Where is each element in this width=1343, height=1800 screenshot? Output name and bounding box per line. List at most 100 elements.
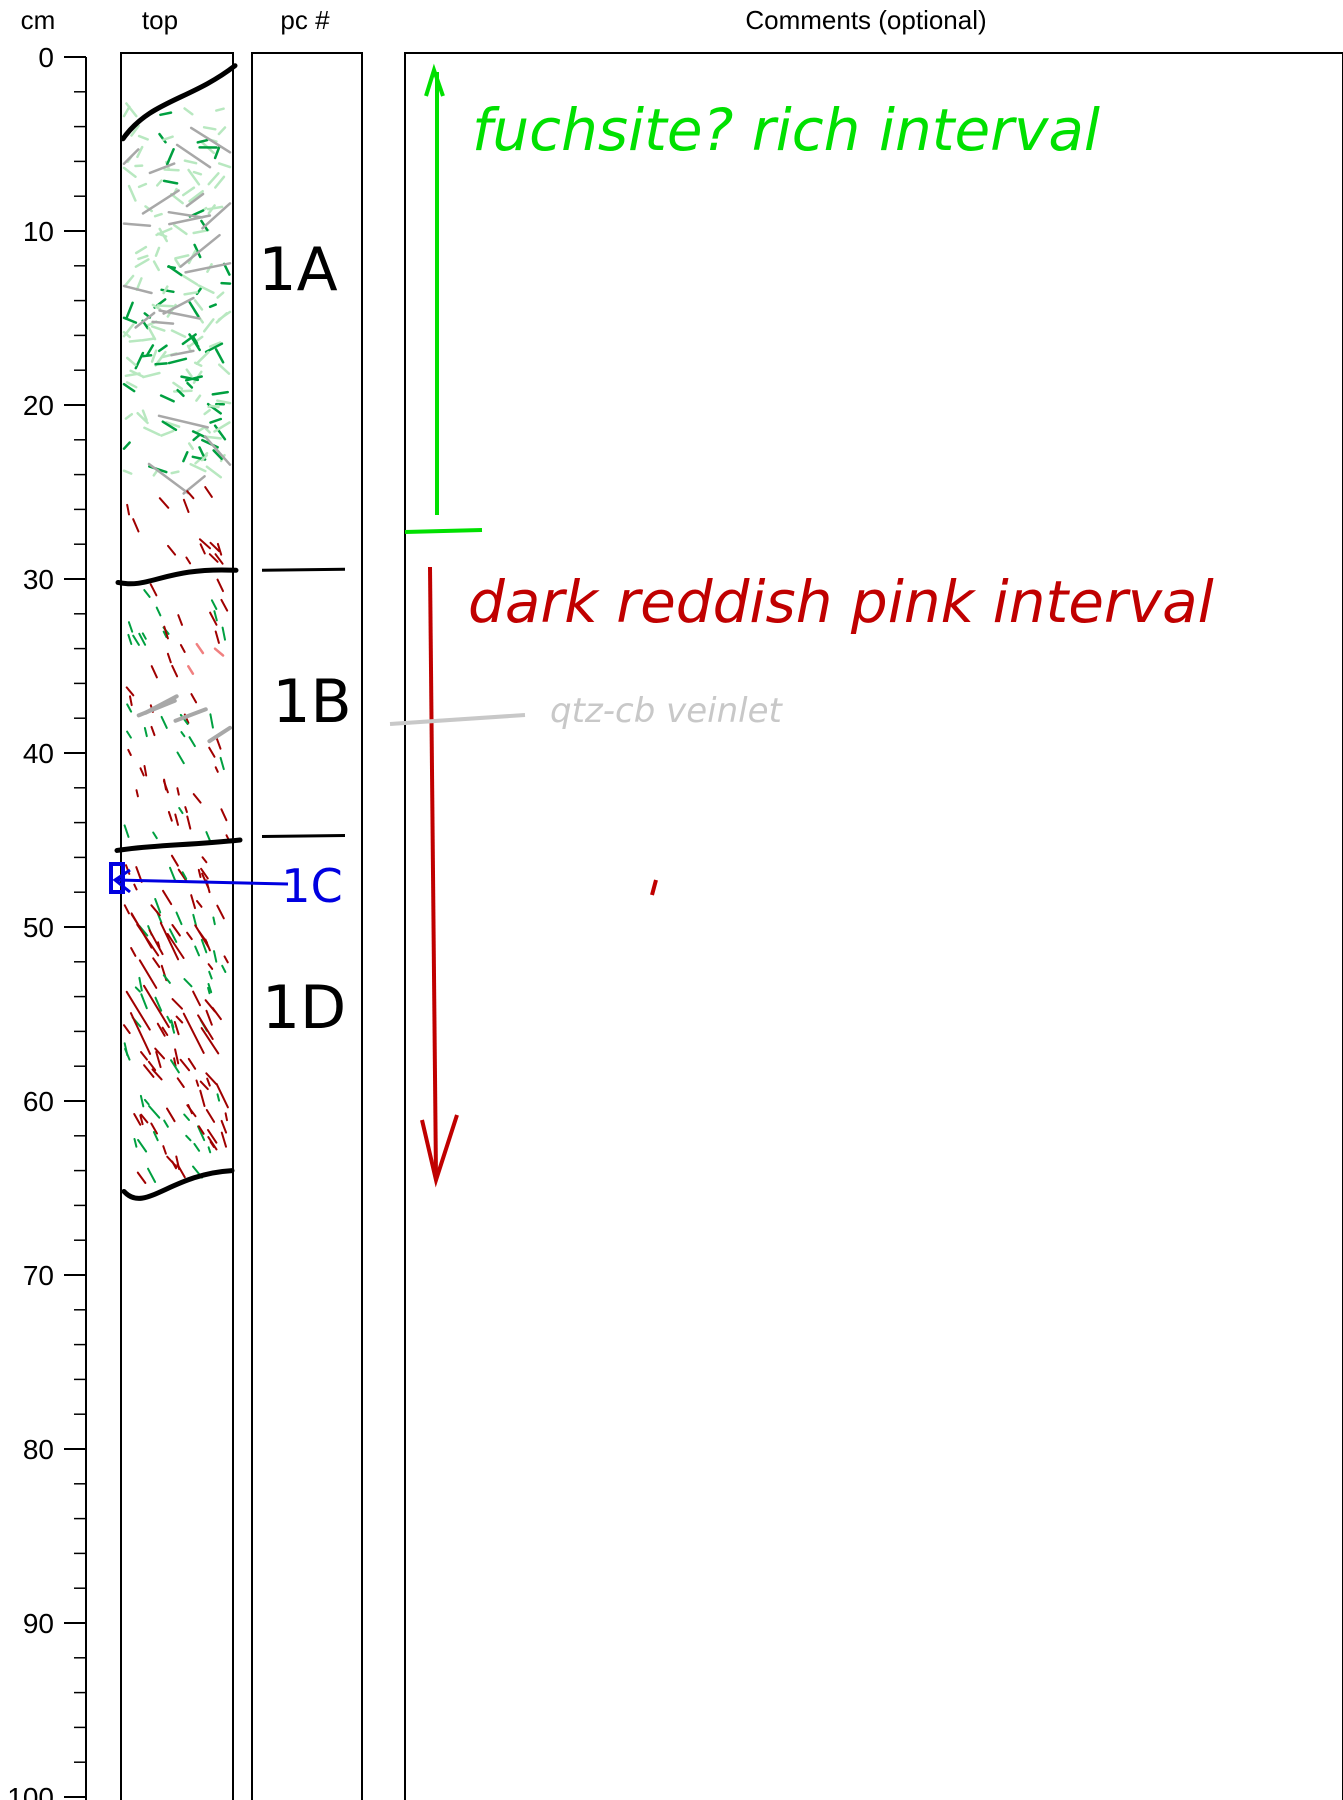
reddish-interval-label: dark reddish pink interval — [468, 568, 1214, 636]
core-texture-stroke — [122, 441, 131, 450]
core-texture-stroke — [215, 737, 222, 750]
core-texture-stroke — [167, 544, 177, 556]
core-texture-stroke — [153, 212, 163, 218]
core-texture-stroke — [219, 756, 225, 771]
core-texture-stroke — [215, 107, 225, 112]
core-texture-stroke — [202, 126, 217, 131]
core-texture-stroke — [211, 1006, 222, 1021]
core-texture-stroke — [137, 1139, 148, 1153]
core-texture-stroke — [158, 497, 170, 509]
core-texture-stroke — [180, 731, 186, 738]
core-texture-stroke — [192, 170, 203, 176]
core-texture-stroke — [182, 1012, 205, 1054]
core-texture-stroke — [186, 931, 193, 941]
core-texture-stroke — [134, 258, 150, 268]
core-texture-stroke — [183, 978, 193, 988]
core-texture-stroke — [184, 806, 188, 814]
core-texture-stroke — [140, 1113, 149, 1124]
core-texture-stroke — [138, 632, 147, 646]
core-texture-stroke — [214, 766, 219, 773]
core-texture-stroke — [133, 1138, 138, 1148]
core-texture-stroke — [147, 1060, 157, 1072]
core-texture-stroke — [150, 325, 166, 332]
core-boundary-line — [115, 567, 239, 587]
core-texture-stroke — [169, 866, 177, 882]
core-texture-stroke — [197, 1125, 205, 1135]
core-texture-stroke — [143, 694, 179, 715]
core-texture-stroke — [122, 469, 133, 475]
core-texture-stroke — [197, 1125, 206, 1142]
core-texture-stroke — [207, 172, 220, 186]
core-texture-stroke — [189, 462, 207, 473]
core-texture-stroke — [143, 426, 161, 437]
core-texture-stroke — [204, 435, 222, 440]
piece-1c-arrowhead — [112, 868, 131, 894]
core-texture-stroke — [166, 1155, 178, 1168]
core-texture-stroke — [127, 184, 137, 202]
core-texture-stroke — [212, 449, 223, 461]
core-texture-stroke — [173, 1021, 180, 1036]
core-texture-stroke — [156, 304, 175, 308]
core-texture-stroke — [143, 765, 148, 777]
core-boundaries — [114, 63, 243, 1201]
core-texture-stroke — [206, 205, 224, 211]
depth-tick-label: 60 — [23, 1086, 54, 1117]
core-texture-stroke — [195, 1079, 200, 1087]
core-texture-stroke — [209, 1140, 215, 1148]
core-texture-stroke — [172, 381, 184, 391]
reddish-interval-annotation: dark reddish pink interval — [420, 566, 1214, 1188]
core-texture-stroke — [147, 1167, 157, 1183]
core-texture-stroke — [181, 186, 196, 197]
core-texture-stroke — [175, 1015, 184, 1024]
core-texture-stroke — [154, 246, 161, 257]
core-texture-stroke — [199, 1089, 206, 1107]
core-texture-stroke — [182, 274, 199, 286]
core-texture-stroke — [141, 189, 180, 215]
piece-label-1a: 1A — [258, 235, 337, 305]
core-texture-stroke — [220, 1131, 227, 1148]
core-texture-stroke — [128, 339, 142, 343]
core-texture-stroke — [124, 412, 134, 420]
core-texture-stroke — [152, 831, 158, 840]
reddish-interval-arrowhead — [420, 1114, 459, 1188]
depth-tick-label: 20 — [23, 390, 54, 421]
piece-divider-line — [261, 834, 346, 839]
core-texture-stroke — [125, 990, 151, 1031]
core-texture-stroke — [132, 634, 140, 646]
core-texture-stroke — [170, 854, 179, 867]
piece-column — [251, 52, 363, 1800]
core-texture-stroke — [210, 599, 218, 610]
core-texture-stroke — [207, 1129, 218, 1144]
core-texture-stroke — [186, 815, 192, 830]
core-texture-stroke — [135, 789, 139, 798]
core-texture-stroke — [123, 274, 135, 288]
core-texture-stroke — [194, 924, 210, 948]
piece-label-1b: 1B — [272, 667, 351, 737]
core-texture-stroke — [214, 630, 220, 644]
core-texture-stroke — [167, 210, 204, 219]
piece-label-1c: 1C — [281, 859, 342, 913]
core-texture-stroke — [185, 192, 205, 208]
core-texture-stroke — [216, 291, 225, 299]
core-texture-stroke — [207, 204, 216, 215]
core-texture-stroke — [167, 265, 183, 277]
core-texture-stroke — [156, 1022, 166, 1037]
core-texture-stroke — [193, 1142, 201, 1152]
core-texture-stroke — [208, 970, 213, 980]
core-texture-stroke — [176, 388, 185, 398]
core-texture-stroke — [150, 665, 158, 679]
core-texture-stroke — [163, 1119, 169, 1128]
core-texture-stroke — [126, 503, 130, 516]
core-texture-stroke — [155, 179, 163, 187]
core-texture-stroke — [166, 148, 175, 166]
core-texture-stroke — [162, 285, 169, 295]
core-texture-stroke — [122, 284, 153, 295]
core-texture-stroke — [209, 417, 223, 424]
core-texture-stroke — [205, 1072, 218, 1085]
core-texture-stroke — [152, 957, 161, 968]
core-texture-stroke — [136, 1171, 147, 1184]
core-texture-stroke — [198, 446, 205, 457]
core-texture-stroke — [203, 435, 232, 466]
core-texture-stroke — [186, 490, 195, 500]
core-texture-stroke — [141, 632, 147, 640]
